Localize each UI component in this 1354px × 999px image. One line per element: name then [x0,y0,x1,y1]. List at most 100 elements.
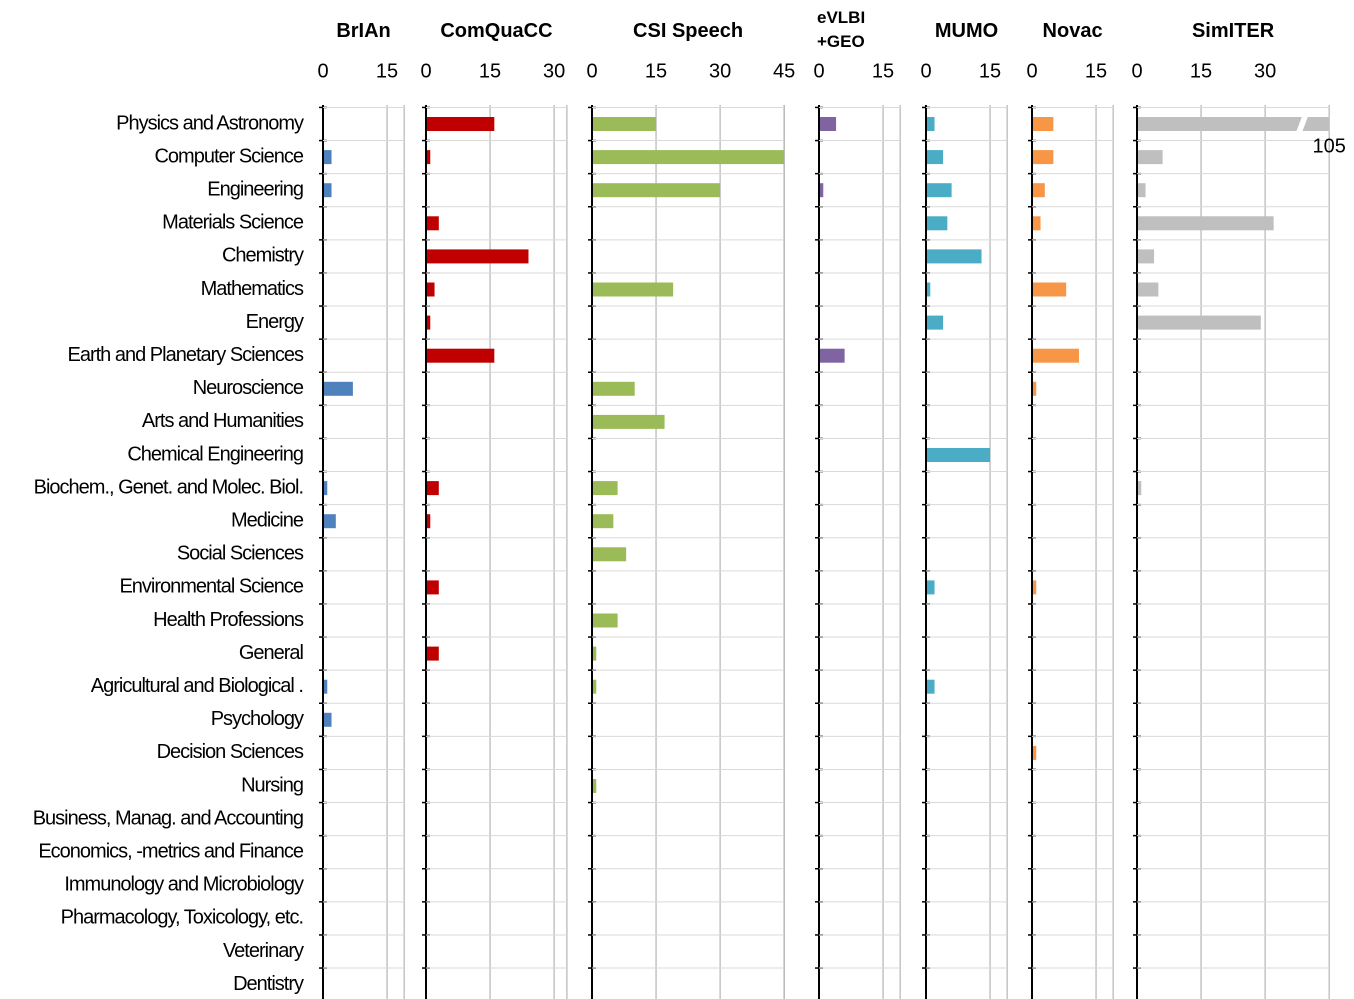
x-tick-label: 30 [543,60,565,82]
bar [324,712,332,727]
category-label: Nursing [241,774,303,796]
category-label: Energy [246,311,304,333]
category-label: Chemistry [222,245,304,267]
bar [593,414,665,429]
bar [427,249,529,264]
bar [1033,580,1037,595]
bar [324,150,332,165]
panel-title: MUMO [934,20,999,42]
x-tick-label: 15 [1190,60,1212,82]
category-label: Business, Manag. and Accounting [33,807,303,829]
bar [927,183,952,198]
bar [927,117,935,131]
x-tick-label: 0 [1131,60,1142,82]
bar [427,580,439,595]
bar [427,646,439,661]
bar [927,282,931,297]
bar [1138,150,1163,165]
category-label: Social Sciences [177,543,304,565]
category-label: Psychology [211,708,304,730]
x-tick-label: 30 [1254,60,1276,82]
category-label: Neuroscience [193,377,304,399]
bar [1138,183,1146,198]
bar [593,547,627,562]
panel-title: Novac [1042,20,1103,42]
bar [1033,745,1037,760]
bar [927,679,935,694]
bar [593,514,614,529]
bar [1033,348,1079,363]
x-tick-label: 0 [317,60,328,82]
category-label: General [239,642,304,664]
x-tick-label: 0 [920,60,931,82]
x-tick-label: 15 [872,60,894,82]
category-label: Physics and Astronomy [116,112,304,134]
bar [324,481,328,496]
category-label: Materials Science [162,212,304,234]
bar [1033,117,1054,131]
bar [427,117,495,131]
bar [927,249,982,264]
bar [427,348,495,363]
x-tick-label: 15 [479,60,501,82]
bar [427,216,439,231]
category-label: Environmental Science [119,576,303,598]
bar [1033,282,1067,297]
bar [324,381,353,396]
category-label: Decision Sciences [157,741,304,763]
category-label: Arts and Humanities [142,410,304,432]
bar [593,117,657,131]
category-label: Medicine [231,509,304,531]
bar [1138,282,1159,297]
bar [593,613,618,628]
bar [820,117,837,131]
bar [593,282,674,297]
x-tick-label: 15 [645,60,667,82]
panel-title: BrIAn [336,20,391,42]
bar [593,779,597,793]
x-tick-label: 15 [979,60,1001,82]
value-label: 105 [1312,135,1345,157]
axis-break [1296,116,1309,132]
bar [1138,249,1155,264]
bar [593,150,785,165]
panel-title: ComQuaCC [440,20,553,42]
bar [593,679,597,694]
panel-title: SimITER [1191,20,1275,42]
bar [927,580,935,595]
bar [593,381,635,396]
category-label: Dentistry [233,973,304,995]
category-label: Immunology and Microbiology [64,874,304,896]
category-label: Health Professions [153,609,304,631]
bar [820,348,845,363]
bar [1033,381,1037,396]
panel-title: CSI Speech [633,20,744,42]
bar [324,183,332,198]
bar [1138,481,1142,496]
x-tick-label: 0 [813,60,824,82]
bar [324,514,336,529]
x-tick-label: 0 [420,60,431,82]
category-label: Engineering [207,178,303,200]
bar [593,481,618,496]
bar [1138,315,1261,330]
x-tick-label: 30 [709,60,731,82]
bar [927,216,948,231]
bar [1033,216,1041,231]
x-tick-label: 15 [376,60,398,82]
x-tick-label: 0 [1026,60,1037,82]
category-label: Computer Science [154,145,303,167]
bar [1138,216,1274,231]
bar [427,315,431,330]
category-label: Veterinary [223,940,304,962]
panel-title: eVLBI +GEO [817,8,866,51]
category-label: Mathematics [201,278,304,300]
category-label: Biochem., Genet. and Molec. Biol. [34,476,303,498]
bar [427,514,431,529]
bar [927,315,944,330]
category-label: Agricultural and Biological . [91,675,303,697]
x-tick-label: 15 [1085,60,1107,82]
bar [427,282,435,297]
